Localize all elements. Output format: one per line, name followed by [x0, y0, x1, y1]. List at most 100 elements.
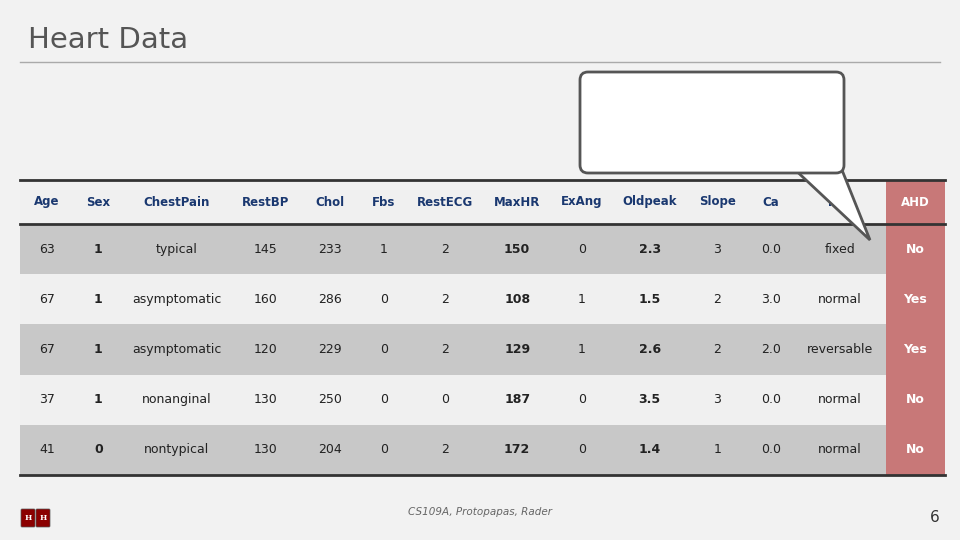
- Bar: [20, 425, 74, 475]
- Text: Heart Data: Heart Data: [28, 26, 188, 54]
- Bar: [747, 425, 795, 475]
- Text: H: H: [39, 514, 47, 522]
- Text: RestBP: RestBP: [242, 195, 289, 208]
- Text: Oldpeak: Oldpeak: [622, 195, 677, 208]
- Text: typical: typical: [156, 242, 198, 255]
- Text: asymptomatic: asymptomatic: [132, 293, 222, 306]
- Text: 2.3: 2.3: [638, 242, 660, 255]
- Text: 1: 1: [94, 242, 103, 255]
- Bar: [885, 375, 945, 425]
- FancyBboxPatch shape: [36, 509, 50, 527]
- Text: 130: 130: [253, 393, 277, 406]
- Text: 0: 0: [441, 393, 449, 406]
- Text: RestECG: RestECG: [417, 195, 473, 208]
- Text: 2: 2: [441, 343, 449, 356]
- Bar: [747, 325, 795, 375]
- Bar: [408, 274, 482, 325]
- Text: Thal: Thal: [826, 195, 854, 208]
- Text: 150: 150: [504, 242, 530, 255]
- Bar: [300, 325, 360, 375]
- Text: normal: normal: [818, 293, 862, 306]
- Bar: [885, 274, 945, 325]
- Bar: [885, 425, 945, 475]
- Text: 120: 120: [253, 343, 277, 356]
- Text: 3.0: 3.0: [761, 293, 780, 306]
- Text: 129: 129: [504, 343, 530, 356]
- Bar: [795, 224, 885, 274]
- Bar: [482, 375, 552, 425]
- Bar: [300, 274, 360, 325]
- Bar: [885, 325, 945, 375]
- Text: Age: Age: [34, 195, 60, 208]
- Text: No: No: [906, 393, 924, 406]
- Bar: [408, 180, 482, 224]
- Bar: [123, 274, 230, 325]
- Text: 108: 108: [504, 293, 530, 306]
- Text: MaxHR: MaxHR: [494, 195, 540, 208]
- Bar: [408, 375, 482, 425]
- Bar: [230, 274, 300, 325]
- Text: asymptomatic: asymptomatic: [132, 343, 222, 356]
- Bar: [74, 224, 123, 274]
- Bar: [795, 375, 885, 425]
- Bar: [408, 224, 482, 274]
- Bar: [552, 325, 612, 375]
- Text: Yes: Yes: [903, 343, 927, 356]
- Text: 2: 2: [441, 443, 449, 456]
- Bar: [74, 180, 123, 224]
- Bar: [300, 425, 360, 475]
- Bar: [747, 180, 795, 224]
- Text: 1: 1: [94, 393, 103, 406]
- Bar: [300, 375, 360, 425]
- Text: 233: 233: [319, 242, 342, 255]
- Bar: [230, 180, 300, 224]
- Bar: [482, 325, 552, 375]
- Bar: [74, 375, 123, 425]
- Bar: [612, 325, 687, 375]
- Bar: [747, 375, 795, 425]
- Bar: [795, 425, 885, 475]
- Bar: [230, 224, 300, 274]
- Text: 286: 286: [319, 293, 342, 306]
- Bar: [687, 180, 747, 224]
- Text: 37: 37: [39, 393, 55, 406]
- Text: 250: 250: [319, 393, 342, 406]
- Bar: [687, 224, 747, 274]
- Text: 1.4: 1.4: [638, 443, 660, 456]
- Bar: [612, 425, 687, 475]
- Text: 1: 1: [578, 293, 586, 306]
- Text: 0.0: 0.0: [761, 443, 780, 456]
- Text: 0: 0: [380, 443, 388, 456]
- Bar: [795, 274, 885, 325]
- Bar: [747, 224, 795, 274]
- Text: 145: 145: [253, 242, 277, 255]
- Text: 160: 160: [253, 293, 277, 306]
- Bar: [360, 274, 408, 325]
- Text: 172: 172: [504, 443, 530, 456]
- Bar: [612, 274, 687, 325]
- Text: 204: 204: [319, 443, 342, 456]
- Text: is Yes/No: is Yes/No: [671, 130, 753, 145]
- Text: Ca: Ca: [762, 195, 780, 208]
- Bar: [408, 325, 482, 375]
- Text: CS109A, Protopapas, Rader: CS109A, Protopapas, Rader: [408, 507, 552, 517]
- Bar: [20, 180, 74, 224]
- Text: 0.0: 0.0: [761, 242, 780, 255]
- Bar: [20, 224, 74, 274]
- Bar: [795, 325, 885, 375]
- Bar: [552, 224, 612, 274]
- Text: Sex: Sex: [86, 195, 110, 208]
- Text: 1: 1: [380, 242, 388, 255]
- Bar: [747, 274, 795, 325]
- Bar: [687, 274, 747, 325]
- Bar: [74, 425, 123, 475]
- Bar: [408, 425, 482, 475]
- Text: nonanginal: nonanginal: [142, 393, 211, 406]
- Text: Fbs: Fbs: [372, 195, 396, 208]
- Text: ExAng: ExAng: [562, 195, 603, 208]
- Bar: [612, 375, 687, 425]
- Bar: [20, 274, 74, 325]
- Text: nontypical: nontypical: [144, 443, 209, 456]
- Bar: [612, 180, 687, 224]
- Text: normal: normal: [818, 443, 862, 456]
